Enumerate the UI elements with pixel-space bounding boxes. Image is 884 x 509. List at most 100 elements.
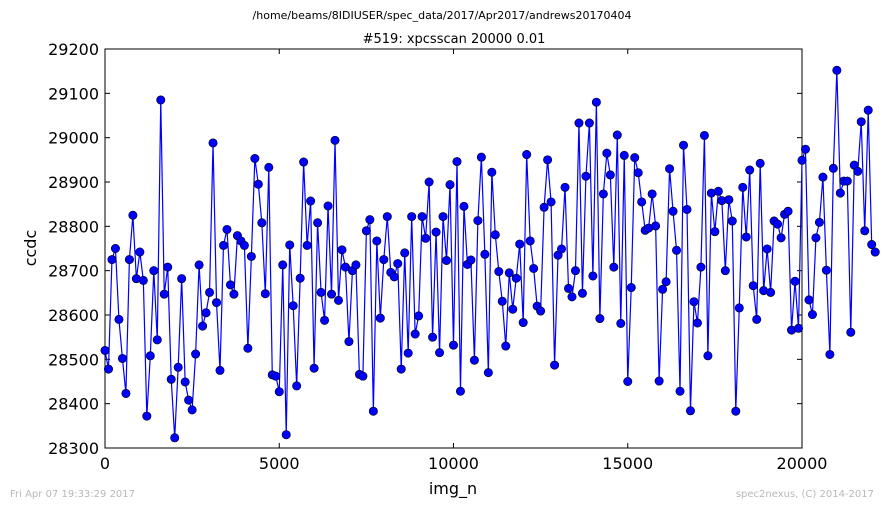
data-point-15 [152,335,162,345]
data-point-151 [626,283,636,293]
data-point-208 [825,349,835,359]
plot-frame [104,48,803,449]
data-point-184 [741,232,751,242]
data-point-118 [511,273,521,283]
data-point-8 [128,210,138,220]
data-point-131 [557,244,567,254]
data-point-67 [333,295,343,305]
data-point-78 [372,236,382,246]
data-point-26 [191,349,201,359]
data-point-201 [800,144,810,154]
data-point-56 [295,273,305,283]
series-ccdc [100,65,880,443]
data-point-167 [682,204,692,214]
data-point-148 [616,318,626,328]
data-point-217 [856,117,866,127]
data-point-123 [529,263,539,273]
data-point-216 [853,166,863,176]
data-point-185 [745,165,755,175]
data-point-171 [696,262,706,272]
data-point-58 [302,240,312,250]
data-point-29 [201,308,211,318]
y-tick-label: 28700 [48,262,99,281]
data-point-142 [595,314,605,324]
data-point-187 [752,314,762,324]
data-point-65 [327,289,337,299]
data-point-13 [145,351,155,361]
data-point-162 [665,164,675,174]
data-point-206 [818,172,828,182]
data-point-5 [117,353,127,363]
data-point-109 [480,249,490,259]
data-point-221 [870,247,880,257]
data-point-31 [208,138,218,148]
data-point-160 [658,284,668,294]
y-tick-label: 28900 [48,173,99,192]
data-point-188 [755,158,765,168]
data-point-79 [375,313,385,323]
data-point-86 [400,248,410,258]
data-point-165 [675,386,685,396]
data-point-150 [623,376,633,386]
data-point-64 [323,201,333,211]
x-axis-label: img_n [429,479,477,499]
data-point-33 [215,365,225,375]
data-point-88 [407,212,417,222]
data-point-199 [794,323,804,333]
data-point-75 [361,226,371,236]
data-point-36 [225,280,235,290]
series-points [100,65,880,443]
data-point-28 [198,321,208,331]
data-point-101 [452,157,462,167]
data-point-125 [536,306,546,316]
data-point-163 [668,206,678,216]
data-point-127 [543,155,553,165]
data-point-154 [637,197,647,207]
data-point-99 [445,180,455,190]
data-point-3 [110,244,120,254]
data-point-207 [821,265,831,275]
data-point-164 [672,245,682,255]
data-point-157 [647,189,657,199]
data-point-168 [685,406,695,416]
plot-area: 0 5000 10000 15000 20000 28300 28400 28500 28600… [48,40,880,473]
data-point-84 [393,259,403,269]
y-tick-label: 28600 [48,306,99,325]
data-point-213 [842,176,852,186]
data-point-141 [591,97,601,107]
data-point-12 [142,411,152,421]
y-tick-label: 28800 [48,217,99,236]
data-point-112 [490,230,500,240]
data-point-138 [581,171,591,181]
data-point-116 [504,268,514,278]
data-point-147 [612,130,622,140]
data-point-158 [651,221,661,231]
data-point-114 [497,296,507,306]
data-point-175 [710,227,720,237]
data-point-92 [421,233,431,243]
data-point-44 [253,179,263,189]
data-point-91 [417,212,427,222]
data-point-170 [692,318,702,328]
data-point-60 [309,363,319,373]
data-point-43 [250,154,260,164]
y-tick-label: 28400 [48,395,99,414]
data-point-41 [243,343,253,353]
data-point-47 [264,162,274,172]
data-point-182 [734,303,744,313]
y-tick-label: 29000 [48,129,99,148]
data-point-210 [832,65,842,75]
data-point-126 [539,202,549,212]
y-tick-label: 28300 [48,439,99,458]
y-tick-label: 28500 [48,350,99,369]
data-point-74 [358,371,368,381]
data-point-193 [773,219,783,229]
data-point-140 [588,271,598,281]
data-point-132 [560,182,570,192]
data-point-173 [703,351,713,361]
data-point-178 [720,266,730,276]
data-point-50 [274,387,284,397]
data-point-10 [135,247,145,257]
data-point-69 [340,262,350,272]
data-point-59 [306,196,316,206]
